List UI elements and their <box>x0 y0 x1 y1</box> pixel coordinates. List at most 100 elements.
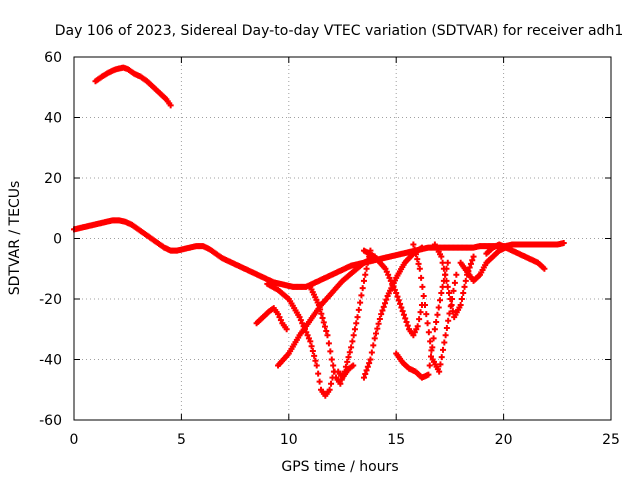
y-tick-label: -60 <box>39 413 62 429</box>
data-point <box>441 339 448 346</box>
chart-title: Day 106 of 2023, Sidereal Day-to-day VTE… <box>55 23 623 39</box>
data-point <box>330 362 337 369</box>
data-point <box>411 246 418 253</box>
y-tick-label: 0 <box>53 232 62 248</box>
data-point <box>277 317 284 324</box>
data-point <box>317 306 324 313</box>
data-point <box>439 259 446 266</box>
data-point <box>354 314 361 321</box>
data-point <box>469 257 476 264</box>
y-axis-label: SDTVAR / TECUs <box>7 181 23 296</box>
data-point <box>390 283 397 290</box>
data-point <box>410 332 417 339</box>
data-point <box>370 342 377 349</box>
series-dip-3 <box>275 253 378 369</box>
data-point <box>413 326 420 333</box>
y-tick-label: 40 <box>44 111 62 127</box>
data-point <box>460 289 467 296</box>
data-point <box>389 280 396 287</box>
data-point <box>404 322 411 329</box>
y-tick-label: -20 <box>39 292 62 308</box>
data-point <box>327 348 334 355</box>
data-point <box>417 309 424 316</box>
data-point <box>442 271 449 278</box>
data-point <box>440 346 447 353</box>
data-point <box>399 308 406 315</box>
y-tick-label: 60 <box>44 50 62 66</box>
series-dip-9 <box>410 241 460 375</box>
data-point <box>457 302 464 309</box>
data-point <box>319 315 326 322</box>
data-point <box>387 277 394 284</box>
data-point <box>418 274 425 281</box>
data-point <box>451 279 458 286</box>
data-point <box>541 265 548 272</box>
data-point <box>403 318 410 325</box>
data-point <box>440 265 447 272</box>
data-point <box>443 277 450 284</box>
data-point <box>443 325 450 332</box>
data-point <box>410 241 417 248</box>
data-point <box>385 271 392 278</box>
data-point <box>313 362 320 369</box>
data-point <box>394 293 401 300</box>
series-dip-6 <box>360 244 425 381</box>
data-point <box>444 259 451 266</box>
data-point <box>167 102 174 109</box>
data-point <box>324 332 331 339</box>
series-upper-arc <box>92 64 174 109</box>
data-point <box>414 256 421 263</box>
data-point <box>411 329 418 336</box>
data-point <box>323 327 330 334</box>
data-point <box>355 306 362 313</box>
data-point <box>368 349 375 356</box>
data-point <box>428 347 435 354</box>
data-point <box>461 283 468 290</box>
data-point <box>470 253 477 260</box>
data-point <box>415 260 422 267</box>
data-point <box>351 326 358 333</box>
data-point <box>386 274 393 281</box>
data-point <box>304 332 311 339</box>
data-point <box>350 362 357 369</box>
data-point <box>318 310 325 317</box>
x-axis-label: GPS time / hours <box>281 459 398 475</box>
y-tick-label: -40 <box>39 353 62 369</box>
data-point <box>449 308 456 315</box>
data-point <box>425 329 432 336</box>
data-point <box>353 320 360 327</box>
data-point <box>371 335 378 342</box>
data-point <box>435 304 442 311</box>
data-point <box>382 265 389 272</box>
data-point <box>466 264 473 271</box>
series-dip-5 <box>335 362 357 381</box>
data-point <box>446 289 453 296</box>
data-point <box>447 296 454 302</box>
data-point <box>395 297 402 304</box>
data-point <box>357 299 364 306</box>
plot-border <box>73 56 612 421</box>
data-point <box>419 283 426 290</box>
data-point <box>325 340 332 347</box>
data-point <box>308 343 315 350</box>
series-dip-10 <box>431 241 477 321</box>
data-point <box>450 287 457 294</box>
data-point <box>312 357 319 364</box>
data-point <box>359 285 366 292</box>
data-point <box>315 302 322 309</box>
data-point <box>374 325 381 332</box>
data-point <box>328 380 335 387</box>
data-point <box>366 360 373 367</box>
data-point <box>358 292 365 299</box>
data-point <box>362 271 369 278</box>
data-point <box>425 371 432 378</box>
data-point <box>418 244 425 251</box>
data-point <box>427 338 434 345</box>
x-tick-label: 5 <box>177 432 186 448</box>
grid <box>74 57 611 420</box>
series-dip-8 <box>393 259 451 381</box>
data-point <box>362 371 369 378</box>
series-main-trend <box>71 217 567 290</box>
data-point <box>297 317 304 324</box>
data-point <box>438 253 445 260</box>
